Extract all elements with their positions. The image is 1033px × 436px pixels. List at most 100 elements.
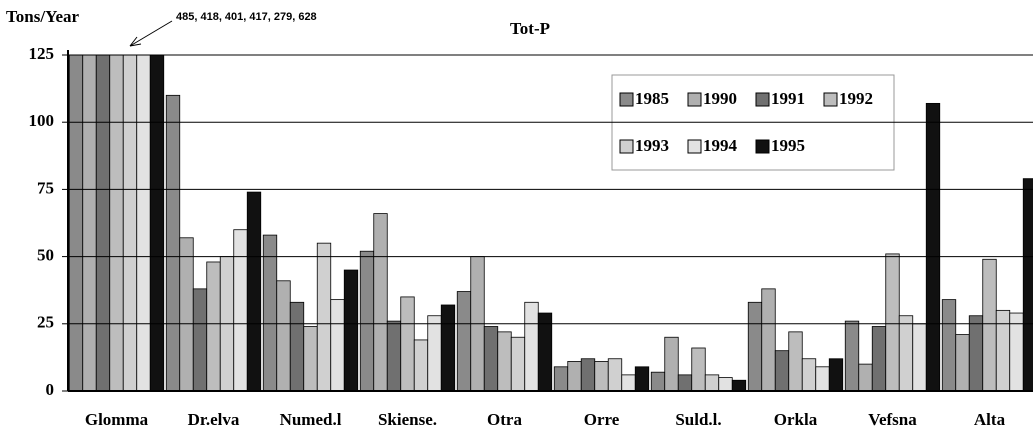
bar xyxy=(456,291,472,391)
bar xyxy=(524,301,539,391)
bar xyxy=(246,191,262,391)
bar xyxy=(553,366,569,391)
bar xyxy=(316,242,332,391)
bar xyxy=(691,347,706,391)
bar xyxy=(483,326,499,391)
x-tick-label: Suld.l. xyxy=(675,410,721,429)
y-axis-label: Tons/Year xyxy=(6,7,80,26)
bar xyxy=(898,315,914,391)
bar xyxy=(580,358,596,391)
bar xyxy=(440,304,456,391)
bar xyxy=(650,371,666,391)
bar xyxy=(858,363,873,391)
bar xyxy=(179,237,194,391)
x-tick-label: Alta xyxy=(974,410,1006,429)
x-tick-label: Glomma xyxy=(85,410,149,429)
legend-swatch xyxy=(755,139,770,154)
bar xyxy=(136,55,151,391)
bar xyxy=(1009,312,1024,391)
legend-label: 1990 xyxy=(703,89,737,108)
bar xyxy=(192,288,208,391)
bar xyxy=(621,374,636,391)
bar xyxy=(774,350,790,391)
x-tick-label: Orre xyxy=(584,410,620,429)
bar xyxy=(510,336,526,391)
bar xyxy=(400,296,415,391)
bar xyxy=(165,94,181,391)
legend-swatch xyxy=(687,92,702,107)
bar xyxy=(330,299,345,391)
bar xyxy=(941,299,957,391)
x-tick-label: Numed.l xyxy=(280,410,342,429)
bar xyxy=(664,336,679,391)
bar xyxy=(343,269,359,391)
bar xyxy=(718,377,733,391)
bar xyxy=(995,309,1011,391)
bar xyxy=(607,358,623,391)
bar xyxy=(788,331,803,391)
bar xyxy=(955,334,970,391)
annotation-arrow xyxy=(129,20,173,47)
bar xyxy=(925,102,941,391)
bar xyxy=(828,358,844,391)
arrow-head xyxy=(129,36,142,47)
legend-label: 1994 xyxy=(703,136,738,155)
bar xyxy=(885,253,900,391)
x-tick-label: Otra xyxy=(487,410,522,429)
legend-label: 1992 xyxy=(839,89,873,108)
bar xyxy=(594,361,609,391)
bar xyxy=(747,301,763,391)
legend-swatch xyxy=(619,139,634,154)
bar xyxy=(149,55,165,391)
bar xyxy=(413,339,429,391)
legend-label: 1991 xyxy=(771,89,805,108)
bar xyxy=(815,366,830,391)
annotation: 485, 418, 401, 417, 279, 628 xyxy=(176,11,317,23)
bar xyxy=(427,315,442,391)
bar xyxy=(497,331,512,391)
x-tick-label: Skiense. xyxy=(378,410,437,429)
legend-swatch xyxy=(619,92,634,107)
bar xyxy=(567,361,582,391)
bar xyxy=(122,55,138,391)
bar xyxy=(386,320,402,391)
y-tick-label: 125 xyxy=(29,44,55,63)
bar xyxy=(95,55,111,391)
bar xyxy=(373,213,388,391)
bar xyxy=(109,55,124,391)
bar xyxy=(982,258,997,391)
legend-swatch xyxy=(823,92,838,107)
chart-title: Tot-P xyxy=(510,19,550,38)
legend-swatch xyxy=(755,92,770,107)
legend-label: 1985 xyxy=(635,89,669,108)
bar xyxy=(731,379,747,391)
bar xyxy=(68,55,84,391)
plot xyxy=(68,55,1033,391)
bar xyxy=(677,374,693,391)
y-tick-label: 50 xyxy=(37,246,54,265)
bar xyxy=(704,374,720,391)
bar xyxy=(359,250,375,391)
bar xyxy=(289,301,305,391)
bar xyxy=(761,288,776,391)
bar xyxy=(233,229,248,391)
y-tick-label: 100 xyxy=(29,111,55,130)
bar xyxy=(1022,178,1033,391)
y-tick-label: 25 xyxy=(37,313,54,332)
bar xyxy=(262,234,278,391)
bar xyxy=(82,55,97,391)
bar xyxy=(844,320,860,391)
legend-label: 1995 xyxy=(771,136,805,155)
bar xyxy=(276,280,291,391)
bar xyxy=(968,315,984,391)
legend-swatch xyxy=(687,139,702,154)
y-tick-label: 75 xyxy=(37,178,54,197)
y-tick-label: 0 xyxy=(46,380,55,399)
bar xyxy=(912,323,927,391)
x-tick-label: Dr.elva xyxy=(188,410,240,429)
bar xyxy=(206,261,221,391)
bar xyxy=(801,358,817,391)
bar xyxy=(537,312,553,391)
x-tick-label: Orkla xyxy=(774,410,818,429)
legend-label: 1993 xyxy=(635,136,669,155)
